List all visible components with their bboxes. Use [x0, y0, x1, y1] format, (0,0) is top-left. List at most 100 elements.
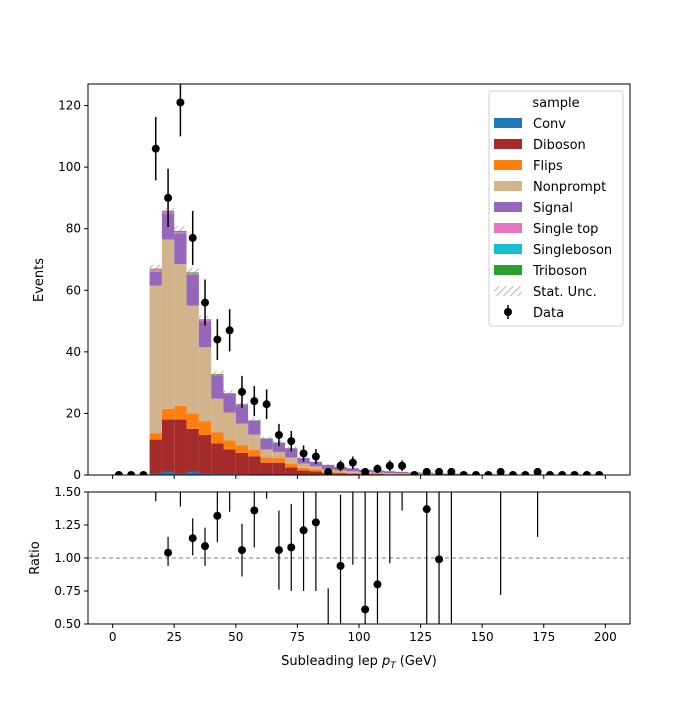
bar-signal-bin-6 [187, 275, 199, 306]
x-axis-label-unit: (GeV) [400, 654, 437, 669]
bar-diboson-bin-7 [199, 435, 211, 473]
bar-flips-bin-12 [260, 457, 272, 463]
main-y-axis-label: Events [32, 258, 47, 302]
x-axis-label: Subleading lep pT(GeV) [281, 654, 437, 671]
ratio-y-tick-label-2: 1.00 [54, 551, 81, 565]
main-y-tick-label-5: 100 [58, 160, 81, 174]
bar-diboson-bin-8 [211, 443, 223, 474]
bar-nonprompt-bin-6 [187, 306, 199, 414]
bar-diboson-bin-15 [297, 470, 309, 475]
data-point-22 [386, 462, 394, 470]
data-point-9 [226, 326, 234, 334]
bar-diboson-bin-11 [248, 456, 260, 474]
bar-nonprompt-bin-13 [273, 452, 285, 458]
bar-nonprompt-bin-12 [260, 449, 272, 457]
bar-nonprompt-bin-10 [236, 424, 248, 446]
bar-flips-bin-14 [285, 464, 297, 468]
bar-nonprompt-bin-14 [285, 457, 297, 463]
data-point-14 [287, 437, 295, 445]
bar-nonprompt-bin-7 [199, 347, 211, 421]
bar-nonprompt-bin-19 [347, 471, 359, 473]
bar-diboson-bin-10 [236, 453, 248, 475]
bar-signal-bin-5 [174, 233, 186, 264]
bar-nonprompt-bin-22 [384, 473, 396, 474]
stat-unc-bin-17 [322, 464, 334, 466]
legend-swatch-signal [494, 202, 522, 212]
bar-signal-bin-11 [248, 421, 260, 435]
main-y-tick-label-0: 0 [73, 468, 81, 482]
stat-unc-bin-12 [260, 437, 272, 441]
legend-label-signal: Signal [533, 201, 573, 216]
ratio-y-tick-label-0: 0.50 [54, 617, 81, 631]
data-point-12 [263, 400, 271, 408]
data-point-4 [164, 194, 172, 202]
legend-label-diboson: Diboson [533, 138, 586, 153]
x-tick-label-3: 75 [290, 630, 305, 644]
ratio-point-14 [435, 555, 443, 563]
ratio-point-0 [164, 549, 172, 557]
main-y-tick-label-6: 120 [58, 99, 81, 113]
legend-swatch-single-top [494, 223, 522, 233]
legend-swatch-flips [494, 160, 522, 170]
legend-swatch-nonprompt [494, 181, 522, 191]
ratio-y-tick-label-1: 0.75 [54, 584, 81, 598]
legend-swatch-triboson [494, 265, 522, 275]
bar-flips-bin-6 [187, 413, 199, 428]
main-y-tick-label-1: 20 [66, 406, 81, 420]
data-point-6 [189, 234, 197, 242]
data-point-18 [337, 462, 345, 470]
ratio-point-13 [423, 505, 431, 513]
legend-label-singleboson: Singleboson [533, 243, 612, 258]
bar-flips-bin-19 [347, 473, 359, 474]
legend-label-conv: Conv [533, 117, 566, 132]
ratio-point-12 [373, 580, 381, 588]
ratio-point-9 [312, 518, 320, 526]
bar-flips-bin-8 [211, 433, 223, 444]
bar-signal-bin-3 [150, 272, 162, 286]
ratio-point-8 [300, 526, 308, 534]
x-tick-label-0: 0 [109, 630, 117, 644]
legend-label-triboson: Triboson [532, 264, 587, 279]
bar-flips-bin-9 [224, 440, 236, 449]
legend-label-nonprompt: Nonprompt [533, 180, 606, 195]
data-point-7 [201, 299, 209, 307]
bar-diboson-bin-14 [285, 467, 297, 475]
x-axis-label-symbol: p [381, 654, 390, 669]
x-tick-label-1: 25 [167, 630, 182, 644]
legend-label-stat-unc: Stat. Unc. [533, 285, 597, 300]
x-tick-label-5: 125 [409, 630, 432, 644]
stat-unc-bin-11 [248, 418, 260, 423]
bar-flips-bin-7 [199, 421, 211, 435]
legend: sample ConvDibosonFlipsNonpromptSignalSi… [489, 91, 623, 326]
data-point-10 [238, 388, 246, 396]
x-tick-label-8: 200 [594, 630, 617, 644]
legend-label-single-top: Single top [533, 222, 598, 237]
ratio-point-2 [201, 542, 209, 550]
x-tick-label-4: 100 [348, 630, 371, 644]
bar-diboson-bin-6 [187, 429, 199, 472]
legend-swatch-diboson [494, 139, 522, 149]
data-point-5 [176, 98, 184, 106]
ratio-point-7 [287, 543, 295, 551]
bar-diboson-bin-16 [310, 471, 322, 475]
ratio-y-tick-label-3: 1.25 [54, 518, 81, 532]
data-point-15 [300, 449, 308, 457]
bar-signal-bin-10 [236, 405, 248, 423]
bar-nonprompt-bin-5 [174, 264, 186, 406]
bar-flips-bin-21 [371, 473, 383, 474]
stat-unc-bin-9 [224, 390, 236, 396]
bar-flips-bin-3 [150, 433, 162, 439]
bar-diboson-bin-5 [174, 420, 186, 474]
bar-flips-bin-18 [334, 472, 346, 473]
data-point-8 [213, 336, 221, 344]
stat-unc-bin-23 [396, 471, 408, 472]
ratio-point-10 [337, 562, 345, 570]
bar-flips-bin-16 [310, 469, 322, 471]
ratio-point-11 [361, 605, 369, 613]
stat-unc-bin-6 [187, 268, 199, 277]
bar-nonprompt-bin-4 [162, 239, 174, 408]
stat-unc-bin-5 [174, 226, 186, 235]
bar-nonprompt-bin-15 [297, 464, 309, 468]
